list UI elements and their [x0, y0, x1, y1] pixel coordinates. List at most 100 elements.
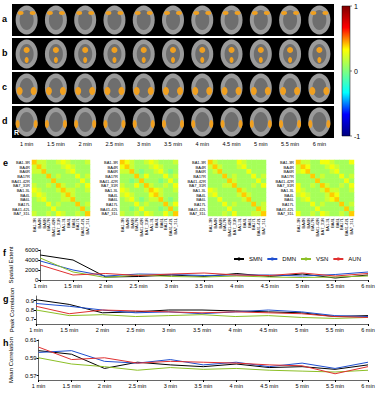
svg-text:1: 1	[354, 3, 358, 10]
svg-text:AUN: AUN	[348, 256, 361, 262]
svg-text:2 min: 2 min	[96, 327, 109, 333]
svg-text:BA7_31L: BA7_31L	[14, 211, 31, 216]
svg-text:5.5 min: 5.5 min	[326, 283, 344, 289]
svg-text:BA6R: BA6R	[107, 169, 118, 175]
svg-text:1 min: 1 min	[34, 283, 47, 289]
svg-text:0: 0	[354, 68, 358, 75]
svg-text:0.61: 0.61	[25, 337, 37, 343]
svg-text:BA17L: BA17L	[18, 201, 30, 207]
svg-text:5.5 min: 5.5 min	[326, 383, 344, 389]
svg-text:BA7_31L: BA7_31L	[102, 211, 119, 216]
svg-text:0.7: 0.7	[26, 316, 35, 322]
svg-text:BA7_31L: BA7_31L	[278, 211, 295, 216]
svg-text:BA4R: BA4R	[19, 164, 30, 170]
svg-text:4 min: 4 min	[196, 141, 209, 147]
svg-text:VSN: VSN	[316, 256, 328, 262]
svg-text:BA41-42L: BA41-42L	[12, 206, 30, 212]
svg-text:R: R	[14, 129, 19, 136]
svg-text:BA6L: BA6L	[108, 197, 118, 203]
svg-text:2 min: 2 min	[78, 141, 91, 147]
svg-text:BA4L: BA4L	[108, 192, 118, 198]
svg-text:4.5 min: 4.5 min	[260, 383, 278, 389]
svg-text:Spatial Extent: Spatial Extent	[8, 246, 14, 283]
svg-text:BA1-3L: BA1-3L	[16, 187, 30, 193]
svg-text:6 min: 6 min	[361, 383, 374, 389]
svg-text:d: d	[2, 116, 8, 126]
svg-text:-1: -1	[354, 133, 360, 140]
svg-text:6000: 6000	[25, 247, 39, 253]
svg-text:0.9: 0.9	[26, 298, 35, 304]
svg-text:h: h	[3, 338, 9, 348]
svg-text:2 min: 2 min	[98, 383, 111, 389]
svg-text:1.5 min: 1.5 min	[47, 141, 65, 147]
svg-text:0.59: 0.59	[25, 355, 37, 361]
svg-text:BA41-42R: BA41-42R	[99, 178, 118, 184]
svg-text:BA1-3R: BA1-3R	[16, 159, 30, 165]
svg-text:Peak Correlation: Peak Correlation	[9, 288, 15, 333]
svg-text:BA7_31L: BA7_31L	[190, 211, 207, 216]
svg-text:3 min: 3 min	[162, 327, 175, 333]
svg-text:6 min: 6 min	[361, 283, 374, 289]
svg-text:BA4L: BA4L	[20, 192, 30, 198]
svg-text:4 min: 4 min	[230, 383, 243, 389]
svg-text:3 min: 3 min	[164, 383, 177, 389]
svg-text:0.8: 0.8	[26, 307, 35, 313]
svg-text:BA7_31R: BA7_31R	[100, 183, 118, 189]
svg-text:DMN: DMN	[282, 256, 296, 262]
svg-text:5 min: 5 min	[295, 383, 308, 389]
svg-text:Mean Correlation: Mean Correlation	[8, 337, 14, 383]
svg-text:5 min: 5 min	[254, 141, 267, 147]
svg-text:1.5 min: 1.5 min	[62, 383, 80, 389]
svg-text:4 min: 4 min	[230, 283, 243, 289]
svg-text:3 min: 3 min	[137, 141, 150, 147]
svg-text:1 min: 1 min	[29, 327, 42, 333]
svg-text:BA7_31L: BA7_31L	[173, 217, 178, 234]
svg-text:6 min: 6 min	[361, 327, 374, 333]
svg-text:BA7_31L: BA7_31L	[261, 217, 266, 234]
svg-text:5.5 min: 5.5 min	[281, 141, 299, 147]
svg-text:0.57: 0.57	[25, 373, 37, 379]
svg-text:1.5 min: 1.5 min	[64, 283, 82, 289]
svg-text:3.5 min: 3.5 min	[193, 327, 211, 333]
svg-text:4.5 min: 4.5 min	[261, 283, 279, 289]
svg-text:BA6R: BA6R	[19, 169, 30, 175]
svg-text:f: f	[3, 248, 7, 258]
svg-text:4.5 min: 4.5 min	[259, 327, 277, 333]
svg-text:SMN: SMN	[249, 256, 262, 262]
svg-text:BA7_31R: BA7_31R	[12, 183, 30, 189]
svg-text:5.5 min: 5.5 min	[326, 327, 344, 333]
svg-text:3 min: 3 min	[165, 283, 178, 289]
svg-text:6 min: 6 min	[313, 141, 326, 147]
svg-text:2.5 min: 2.5 min	[105, 141, 123, 147]
svg-text:2 min: 2 min	[99, 283, 112, 289]
svg-text:b: b	[2, 48, 8, 58]
svg-text:3.5 min: 3.5 min	[164, 141, 182, 147]
svg-text:BA1-3R: BA1-3R	[104, 159, 118, 165]
svg-text:BA7_31L: BA7_31L	[349, 217, 354, 234]
svg-text:2.5 min: 2.5 min	[127, 327, 145, 333]
svg-text:BA17R: BA17R	[17, 173, 30, 179]
svg-text:g: g	[3, 294, 9, 304]
svg-text:BA41-42R: BA41-42R	[11, 178, 30, 184]
svg-text:4000: 4000	[25, 257, 39, 263]
svg-text:3.5 min: 3.5 min	[195, 283, 213, 289]
svg-text:5 min: 5 min	[296, 283, 309, 289]
svg-text:e: e	[3, 158, 8, 168]
svg-text:BA17R: BA17R	[105, 173, 118, 179]
svg-text:2000: 2000	[25, 267, 39, 273]
svg-text:BA7_31L: BA7_31L	[85, 217, 90, 234]
svg-text:1 min: 1 min	[32, 383, 45, 389]
svg-text:3.5 min: 3.5 min	[194, 383, 212, 389]
svg-text:4 min: 4 min	[228, 327, 241, 333]
svg-text:5 min: 5 min	[295, 327, 308, 333]
svg-text:a: a	[2, 14, 8, 24]
svg-text:4.5 min: 4.5 min	[223, 141, 241, 147]
svg-text:BA4R: BA4R	[107, 164, 118, 170]
svg-text:c: c	[2, 82, 7, 92]
svg-text:2.5 min: 2.5 min	[128, 383, 146, 389]
svg-text:1.5 min: 1.5 min	[60, 327, 78, 333]
svg-text:2.5 min: 2.5 min	[130, 283, 148, 289]
svg-text:BA1-3L: BA1-3L	[104, 187, 118, 193]
svg-text:BA6L: BA6L	[20, 197, 30, 203]
svg-text:1 min: 1 min	[20, 141, 33, 147]
